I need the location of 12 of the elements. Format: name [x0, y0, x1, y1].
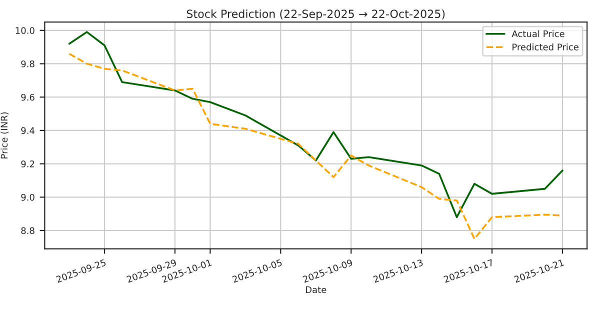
y-tick-label: 8.8 — [21, 227, 34, 234]
y-tick-label: 9.8 — [21, 60, 34, 68]
x-axis-title: Date — [306, 286, 326, 294]
chart-title: Stock Prediction (22-Sep-2025 → 22-Oct-2025) — [186, 9, 445, 20]
y-axis-title: Price (INR) — [0, 112, 9, 158]
y-tick-label: 10.0 — [16, 27, 34, 34]
legend-label: Predicted Price — [512, 43, 578, 50]
y-tick-label: 9.4 — [21, 127, 34, 134]
y-tick-label: 9.6 — [21, 94, 34, 101]
y-tick-label: 9.2 — [21, 160, 34, 168]
legend-label: Actual Price — [512, 30, 564, 38]
y-tick-label: 9.0 — [21, 194, 34, 201]
